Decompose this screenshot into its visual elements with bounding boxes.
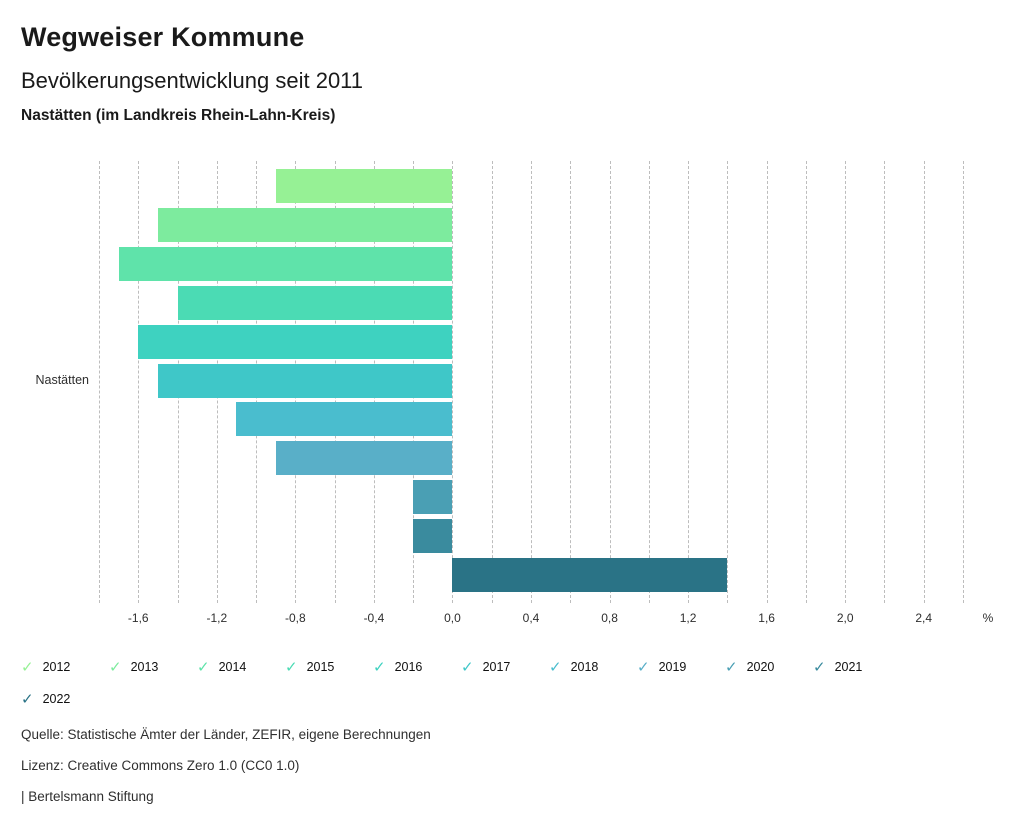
x-tick-label: 1,6 [758,611,775,626]
legend-item-2014[interactable]: ✓ 2014 [197,657,285,677]
license-note: Lizenz: Creative Commons Zero 1.0 (CC0 1… [21,758,300,774]
bar-2015[interactable] [177,285,453,320]
plot-area: -1,6 -1,2 -0,8 -0,4 0,0 0,4 0,8 1,2 1,6 2,0 2,4% [99,161,993,625]
legend-item-2016[interactable]: ✓ 2016 [373,657,461,677]
bar-2017[interactable] [157,363,453,398]
check-icon: ✓ [197,658,210,676]
legend-item-label: 2022 [42,692,71,707]
x-tick-label: 2,0 [836,611,854,626]
legend-item-2015[interactable]: ✓ 2015 [285,657,373,677]
gridline [963,161,964,604]
x-tick-label: 2,4 [915,611,933,626]
x-tick-label: -0,8 [285,611,306,626]
x-tick-label: 0,0 [444,611,461,626]
legend-item-label: 2012 [42,660,71,675]
legend-item-label: 2016 [394,660,423,675]
check-icon: ✓ [813,658,826,676]
chart-legend: ✓ 2012 ✓ 2013 ✓ 2014 ✓ 2015 ✓ 2016 ✓ 2017 ✓ 2018 ✓ 2019… [21,657,956,709]
legend-item-label: 2018 [570,660,599,675]
gridline [845,161,847,604]
attribution-note: | Bertelsmann Stiftung [21,789,154,805]
bar-2020[interactable] [413,480,453,515]
legend-item-2021[interactable]: ✓ 2021 [813,657,901,677]
bar-2013[interactable] [157,207,453,242]
gridline [923,161,925,604]
gridline [99,161,100,604]
gridline [727,161,729,604]
bar-2022[interactable] [452,558,728,593]
page-title: Wegweiser Kommune [21,22,305,52]
x-tick-label: 1,2 [679,611,697,626]
legend-item-label: 2014 [218,660,247,675]
legend-item-2017[interactable]: ✓ 2017 [461,657,549,677]
gridline [648,161,650,604]
legend-item-label: 2020 [746,660,775,675]
legend-item-2022[interactable]: ✓ 2022 [21,689,109,709]
check-icon: ✓ [109,658,122,676]
legend-item-2012[interactable]: ✓ 2012 [21,657,109,677]
legend-item-label: 2021 [834,660,863,675]
bar-2016[interactable] [138,324,453,359]
legend-item-2020[interactable]: ✓ 2020 [725,657,813,677]
legend-item-2019[interactable]: ✓ 2019 [637,657,725,677]
x-tick-label: -1,2 [206,611,228,626]
axis-unit-label: % [982,611,994,626]
population-bar-chart: Nastätten -1,6 -1,2 -0,8 -0,4 0,0 0,4 0,8 1,2 1,… [0,161,1024,629]
legend-item-2013[interactable]: ✓ 2013 [109,657,197,677]
legend-item-label: 2013 [130,660,159,675]
legend-item-label: 2019 [658,660,687,675]
region-subtitle: Nastätten (im Landkreis Rhein-Lahn-Kreis… [21,107,336,125]
bar-2014[interactable] [118,246,453,281]
check-icon: ✓ [21,658,34,676]
check-icon: ✓ [373,658,386,676]
x-tick-label: -0,4 [363,611,385,626]
check-icon: ✓ [21,690,34,708]
gridline [491,161,493,604]
check-icon: ✓ [549,658,562,676]
y-axis-category-label: Nastätten [35,373,89,388]
bar-2021[interactable] [413,519,453,554]
chart-title: Bevölkerungsentwicklung seit 2011 [21,68,364,94]
x-tick-label: -1,6 [127,611,149,626]
bar-2012[interactable] [275,169,453,204]
gridline [531,161,532,604]
x-tick-label: 0,4 [522,611,540,626]
check-icon: ✓ [637,658,650,676]
bar-2019[interactable] [275,441,453,476]
gridline [452,161,454,604]
check-icon: ✓ [461,658,474,676]
legend-item-2018[interactable]: ✓ 2018 [549,657,637,677]
report-footer: Quelle: Statistische Ämter der Länder, Z… [21,726,1024,807]
legend-item-label: 2017 [482,660,511,675]
gridline [805,161,807,604]
x-tick-label: 0,8 [601,611,618,626]
gridline [138,161,140,604]
legend-item-label: 2015 [306,660,335,675]
gridline [884,161,886,604]
check-icon: ✓ [725,658,738,676]
gridline [766,161,768,604]
gridline [688,161,690,604]
check-icon: ✓ [285,658,298,676]
source-note: Quelle: Statistische Ämter der Länder, Z… [21,727,431,743]
bar-2018[interactable] [236,402,453,437]
report-header: Wegweiser Kommune Bevölkerungsentwicklun… [0,0,1024,126]
gridline [609,161,611,604]
gridline [570,161,572,604]
